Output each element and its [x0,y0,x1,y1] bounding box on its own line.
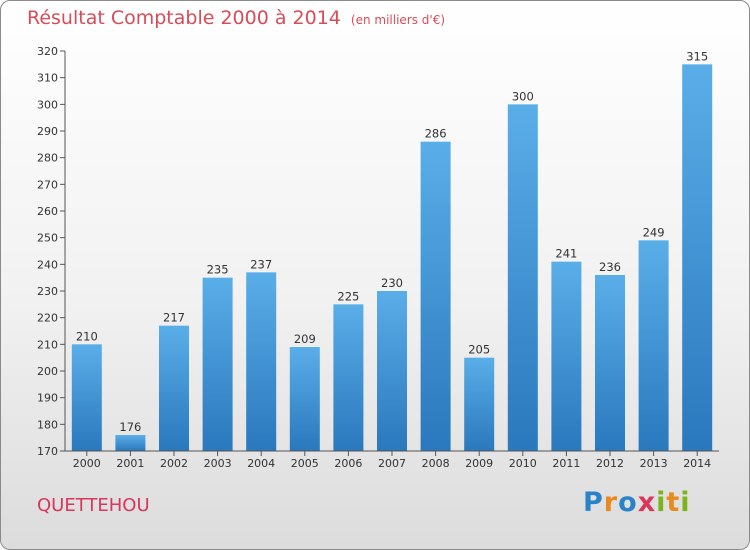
x-tick-label-2008: 2008 [422,457,450,470]
y-tick-label: 190 [37,392,58,405]
bar-2011 [551,261,582,451]
bar-2013 [638,240,669,451]
bar-2004 [246,272,277,451]
bar-2007 [377,291,407,451]
data-label-2002: 217 [163,311,185,325]
data-label-2006: 225 [337,289,359,303]
bar-2012 [595,275,625,451]
data-label-2009: 205 [468,343,490,357]
data-label-2012: 236 [599,260,621,274]
x-tick-label-2007: 2007 [378,457,406,470]
data-label-2013: 249 [643,225,665,239]
y-tick-label: 200 [37,365,58,378]
bar-2009 [464,357,495,451]
data-label-2001: 176 [119,420,141,434]
x-tick-label-2011: 2011 [552,457,580,470]
data-label-2008: 286 [425,127,447,141]
y-tick-label: 180 [37,418,58,431]
y-tick-label: 260 [37,205,58,218]
data-label-2004: 237 [250,257,272,271]
chart-subtitle: (en milliers d'€) [350,13,446,27]
x-tick-label-2006: 2006 [334,457,362,470]
data-label-2010: 300 [512,89,534,103]
bar-2006 [333,304,364,451]
data-label-2000: 210 [76,329,98,343]
x-tick-label-2013: 2013 [640,457,668,470]
bars-group: 210 176 217 235 237 209 225 230 286 205 300 241 236 2… [71,49,713,452]
logo-letter: P [583,487,604,518]
bar-2008 [420,141,451,451]
data-label-2014: 315 [686,49,708,63]
logo-letter: x [637,487,657,518]
x-tick-label-2010: 2010 [509,457,537,470]
bar-2001 [115,435,146,451]
logo-letter: t [666,487,681,518]
y-tick-label: 210 [37,338,58,351]
y-axis: 170 180 190 200 210 220 230 240 250 260 270 280 290 3… [37,45,66,458]
y-tick-label: 240 [37,258,58,271]
logo-letter: r [603,487,619,518]
logo-letter: i [656,487,667,518]
bar-2010 [507,104,538,451]
x-tick-label-2009: 2009 [465,457,493,470]
bar-2005 [289,347,320,451]
y-tick-label: 220 [37,312,58,325]
y-tick-label: 230 [37,285,58,298]
chart-title-block: Résultat Comptable 2000 à 2014 (en millie… [27,7,445,29]
bar-2003 [202,277,233,451]
bar-2002 [159,325,189,451]
x-tick-label-2004: 2004 [247,457,275,470]
x-tick-label-2002: 2002 [160,457,188,470]
x-axis: 2000 2001 2002 2003 2004 2005 2006 2007 2008 2009… [65,450,719,470]
y-tick-label: 310 [37,72,58,85]
y-tick-label: 270 [37,178,58,191]
chart-title: Résultat Comptable 2000 à 2014 [27,7,341,29]
y-tick-label: 250 [37,232,58,245]
commune-name: QUETTEHOU [37,495,150,516]
x-tick-label-2005: 2005 [291,457,319,470]
x-tick-label-2001: 2001 [116,457,144,470]
bar-2014 [682,64,713,452]
y-tick-label: 280 [37,152,58,165]
logo-letter: i [680,487,691,518]
x-tick-label-2000: 2000 [73,457,101,470]
logo-letter: o [618,487,638,518]
x-tick-label-2014: 2014 [683,457,711,470]
data-label-2005: 209 [294,332,316,346]
data-label-2007: 230 [381,276,403,290]
bar-2000 [71,344,102,451]
x-tick-label-2003: 2003 [204,457,232,470]
y-tick-label: 300 [37,98,58,111]
data-label-2011: 241 [555,247,577,261]
y-tick-label: 170 [37,445,58,458]
x-tick-label-2012: 2012 [596,457,624,470]
data-label-2003: 235 [207,263,229,277]
y-tick-label: 290 [37,125,58,138]
proxiti-logo: Proxiti [583,487,691,518]
y-tick-label: 320 [37,45,58,58]
